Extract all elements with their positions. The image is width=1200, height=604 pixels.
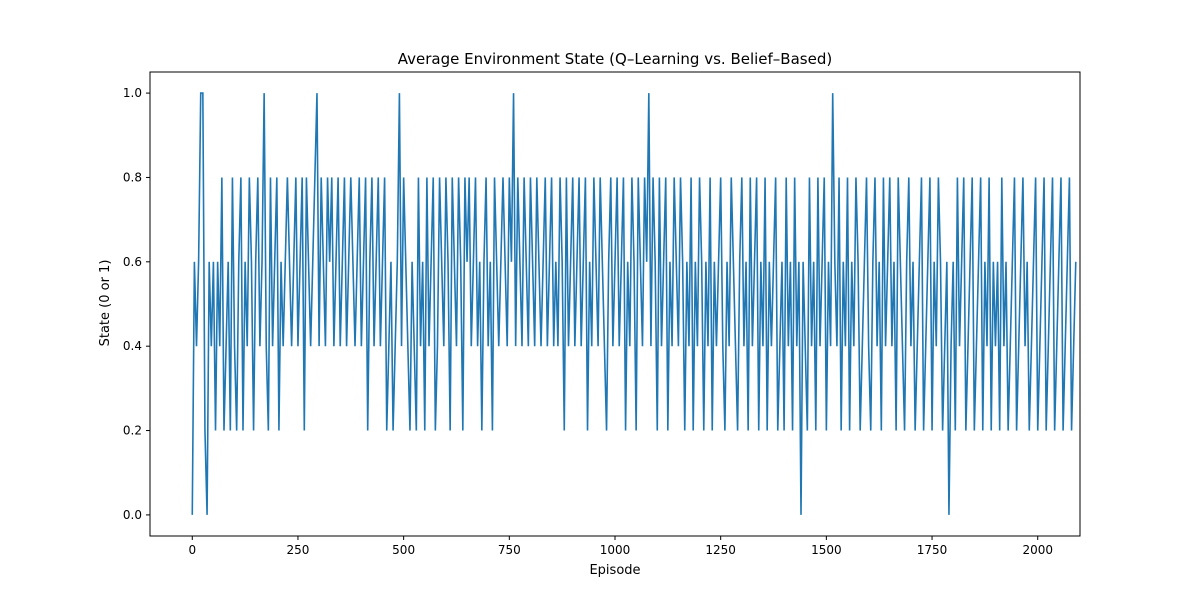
y-tick-label: 0.4 bbox=[123, 339, 142, 353]
ticks-layer: 0 250 500 750 1000 1250 1500 1750 2000 0.0 0.2 0.4 0… bbox=[123, 86, 1053, 557]
x-axis-label: Episode bbox=[589, 563, 640, 578]
x-tick-label: 500 bbox=[392, 543, 415, 557]
chart-title: Average Environment State (Q–Learning vs… bbox=[398, 50, 832, 68]
x-tick-label: 0 bbox=[188, 543, 196, 557]
x-tick-label: 1500 bbox=[811, 543, 842, 557]
y-tick-label: 0.2 bbox=[123, 424, 142, 438]
x-tick-label: 2000 bbox=[1022, 543, 1053, 557]
x-tick-label: 1750 bbox=[917, 543, 948, 557]
y-tick-label: 0.6 bbox=[123, 255, 142, 269]
plot-frame bbox=[149, 71, 1081, 537]
x-tick-label: 1250 bbox=[705, 543, 736, 557]
series-line bbox=[191, 92, 1077, 515]
y-tick-label: 0.8 bbox=[123, 170, 142, 184]
series-layer bbox=[191, 92, 1077, 515]
x-tick-label: 250 bbox=[287, 543, 310, 557]
x-tick-label: 1000 bbox=[600, 543, 631, 557]
y-tick-label: 0.0 bbox=[123, 508, 142, 522]
y-axis-label: State (0 or 1) bbox=[98, 260, 113, 347]
y-tick-label: 1.0 bbox=[123, 86, 142, 100]
x-tick-label: 750 bbox=[498, 543, 521, 557]
